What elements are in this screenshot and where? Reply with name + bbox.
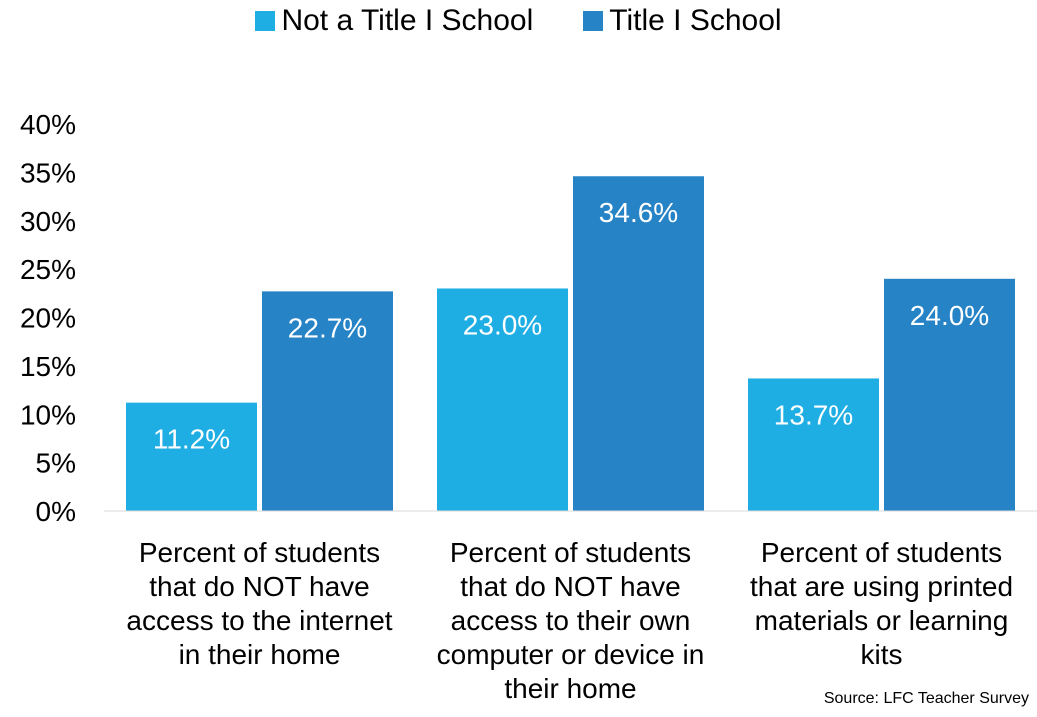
data-label: 22.7% bbox=[288, 312, 367, 343]
y-tick-label: 35% bbox=[20, 157, 76, 188]
bar bbox=[437, 288, 568, 511]
bar bbox=[126, 402, 257, 511]
y-tick-label: 15% bbox=[20, 351, 76, 382]
legend-label-title-i: Title I School bbox=[609, 4, 782, 37]
data-label: 11.2% bbox=[153, 424, 230, 455]
y-tick-label: 20% bbox=[20, 303, 76, 334]
y-tick-label: 25% bbox=[20, 254, 76, 285]
bar bbox=[573, 176, 704, 511]
legend: Not a Title I School Title I School bbox=[0, 4, 1037, 38]
legend-item-title-i: Title I School bbox=[583, 4, 782, 38]
bar bbox=[262, 291, 393, 511]
data-label: 24.0% bbox=[910, 300, 989, 331]
x-category-label: Percent of students that are using printe… bbox=[750, 537, 1013, 670]
bar bbox=[884, 278, 1015, 511]
legend-item-not-title-i: Not a Title I School bbox=[255, 4, 533, 38]
legend-label-not-title-i: Not a Title I School bbox=[281, 4, 534, 37]
bar bbox=[748, 378, 879, 511]
y-tick-label: 5% bbox=[36, 448, 76, 479]
data-label: 34.6% bbox=[599, 197, 678, 228]
legend-swatch-not-title-i bbox=[255, 11, 276, 31]
y-tick-label: 40% bbox=[20, 109, 76, 140]
x-category-label: Percent of students that do NOT have acces… bbox=[437, 537, 705, 704]
y-tick-label: 30% bbox=[20, 206, 76, 237]
x-category-label: Percent of students that do NOT have acces… bbox=[126, 537, 392, 670]
y-tick-label: 10% bbox=[20, 399, 76, 430]
source-note: Source: LFC Teacher Survey bbox=[823, 690, 1029, 707]
y-tick-label: 0% bbox=[36, 496, 76, 527]
data-label: 13.7% bbox=[774, 399, 853, 430]
legend-swatch-title-i bbox=[583, 11, 604, 31]
data-label: 23.0% bbox=[463, 309, 542, 340]
